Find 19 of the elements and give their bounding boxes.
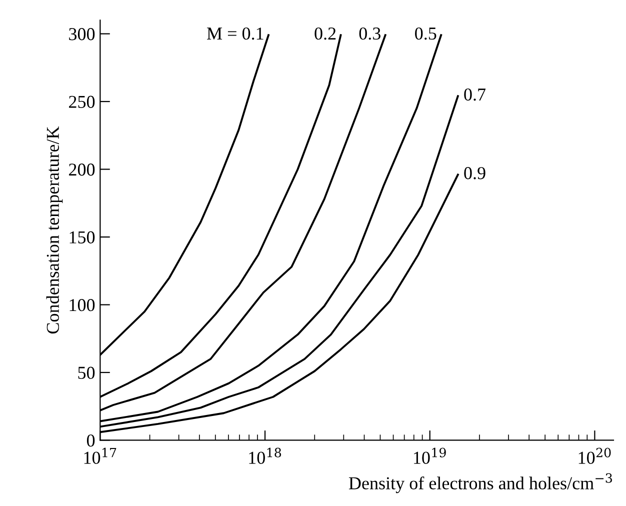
x-tick-label: 10$^{17}$ (84, 448, 116, 464)
x-tick-label: 10$^{19}$ (414, 448, 446, 464)
annotation: 0.9 (464, 167, 486, 180)
y-tick-label: 0 (86, 434, 95, 447)
annotation: 0.7 (464, 88, 486, 101)
y-tick-label: 300 (69, 28, 95, 40)
y-axis-title: Condensation temperature/K (46, 126, 63, 334)
annotation: 0.5 (415, 27, 436, 40)
annotation: 0.2 (314, 27, 336, 40)
annotation: 0.3 (359, 27, 380, 40)
x-tick-label: 10$^{20}$ (578, 448, 611, 464)
annotation: M = 0.1 (207, 27, 264, 40)
y-tick-label: 250 (69, 96, 95, 108)
y-tick-label: 100 (70, 299, 95, 312)
y-tick-label: 150 (70, 231, 95, 244)
x-axis-title: Density of electrons and holes/cm$^{−3}$ (348, 473, 612, 494)
y-tick-label: 200 (69, 164, 95, 176)
y-tick-label: 50 (78, 366, 95, 379)
x-tick-label: 10$^{18}$ (249, 448, 282, 464)
